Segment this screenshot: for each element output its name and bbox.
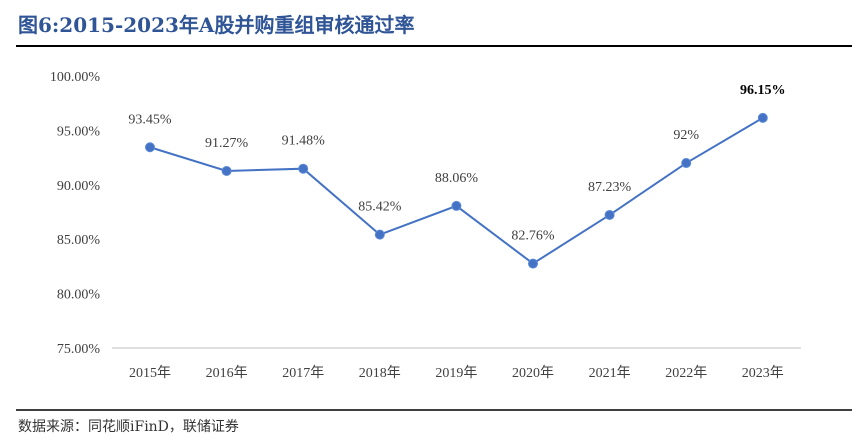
x-tick-label: 2022年 [665,365,707,381]
x-axis-ticks: 2015年 2016年 2017年 2018年 2019年 2020年 2021年 2022年… [129,365,784,381]
x-tick-label: 2015年 [129,365,171,381]
x-tick-label: 2016年 [206,365,248,381]
x-tick-label: 2019年 [435,365,477,381]
data-point [604,209,615,220]
y-tick-label: 100.00% [50,70,101,85]
data-point [221,165,232,176]
data-point [374,229,385,240]
data-label: 91.48% [282,134,326,149]
data-point [681,158,692,169]
data-label: 85.42% [358,200,402,215]
y-tick-label: 95.00% [57,124,101,139]
y-axis-ticks: 100.00% 95.00% 90.00% 85.00% 80.00% 75.00% [50,70,101,357]
y-tick-label: 80.00% [57,288,101,303]
data-label: 92% [673,128,699,143]
data-point [145,142,155,153]
y-tick-label: 90.00% [57,179,101,194]
x-tick-label: 2018年 [359,365,401,381]
data-label: 91.27% [205,136,249,151]
series-points [145,112,768,269]
y-tick-label: 75.00% [57,342,101,357]
figure-title: 图6:2015-2023年A股并购重组审核通过率 [18,13,414,37]
data-labels: 93.45% 91.27% 91.48% 85.42% 88.06% 82.76% 87.2… [128,83,785,244]
data-point [528,258,538,269]
data-point [451,200,462,211]
data-point [757,112,768,123]
x-tick-label: 2021年 [589,365,631,381]
x-tick-label: 2023年 [742,365,784,381]
source-note: 数据来源：同花顺iFinD，联储证券 [18,419,239,435]
data-label: 87.23% [588,180,632,195]
x-tick-label: 2020年 [512,365,554,381]
y-tick-label: 85.00% [57,233,101,248]
x-tick-label: 2017年 [282,365,324,381]
data-label: 82.76% [511,229,555,244]
data-label: 88.06% [435,171,479,186]
data-label: 93.45% [128,112,172,127]
plot-area: 100.00% 95.00% 90.00% 85.00% 80.00% 75.00% 20… [50,70,801,381]
data-label: 96.15% [740,83,786,98]
data-point [298,163,309,174]
